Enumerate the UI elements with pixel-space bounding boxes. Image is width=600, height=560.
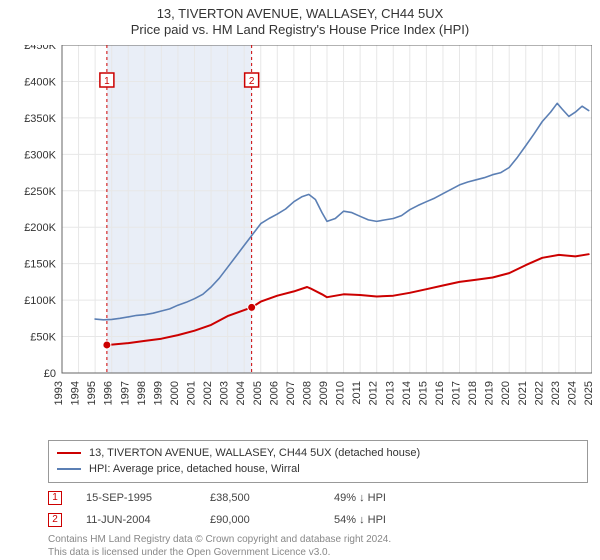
x-tick-label: 2023: [550, 381, 562, 405]
x-tick-label: 2003: [219, 381, 231, 405]
legend-row: HPI: Average price, detached house, Wirr…: [57, 461, 579, 478]
y-tick-label: £250K: [24, 185, 56, 197]
sale-price: £90,000: [210, 514, 310, 526]
x-tick-label: 2012: [368, 381, 380, 405]
sale-date: 11-JUN-2004: [86, 514, 186, 526]
chart-container: 13, TIVERTON AVENUE, WALLASEY, CH44 5UX …: [0, 0, 600, 560]
x-tick-label: 2000: [169, 381, 181, 405]
footnote: Contains HM Land Registry data © Crown c…: [48, 533, 580, 559]
x-tick-label: 2024: [566, 381, 578, 405]
legend-swatch: [57, 452, 81, 454]
x-tick-label: 1993: [53, 381, 65, 405]
x-tick-label: 2001: [186, 381, 198, 405]
x-tick-label: 2020: [500, 381, 512, 405]
y-tick-label: £50K: [30, 331, 56, 343]
x-tick-label: 2011: [351, 381, 363, 405]
chart-title-2: Price paid vs. HM Land Registry's House …: [10, 22, 590, 38]
sale-row: 2 11-JUN-2004 £90,000 54% ↓ HPI: [48, 509, 580, 531]
x-tick-label: 2002: [202, 381, 214, 405]
x-tick-label: 2014: [401, 381, 413, 405]
sale-marker-icon: 2: [48, 513, 62, 527]
line-chart-svg: £0 £50K £100K £150K £200K £250K £300K £350K £400…: [10, 45, 592, 429]
sale-marker-label: 2: [249, 76, 255, 87]
x-tick-label: 1995: [86, 381, 98, 405]
y-tick-label: £0: [44, 368, 56, 380]
x-tick-label: 1998: [136, 381, 148, 405]
x-tick-label: 1999: [152, 381, 164, 405]
y-tick-label: £400K: [24, 76, 56, 88]
x-tick-label: 2022: [533, 381, 545, 405]
x-tick-label: 2021: [517, 381, 529, 405]
chart-plot-area: £0 £50K £100K £150K £200K £250K £300K £350K £400…: [10, 45, 590, 434]
x-tick-label: 2008: [301, 381, 313, 405]
x-tick-label: 1994: [70, 381, 82, 405]
chart-title-1: 13, TIVERTON AVENUE, WALLASEY, CH44 5UX: [10, 6, 590, 22]
x-tick-label: 2019: [484, 381, 496, 405]
x-tick-label: 2025: [583, 381, 592, 405]
sale-row: 1 15-SEP-1995 £38,500 49% ↓ HPI: [48, 487, 580, 509]
legend-box: 13, TIVERTON AVENUE, WALLASEY, CH44 5UX …: [48, 440, 588, 483]
x-tick-label: 2005: [252, 381, 264, 405]
legend-swatch: [57, 468, 81, 470]
sales-table: 1 15-SEP-1995 £38,500 49% ↓ HPI 2 11-JUN-2004…: [48, 487, 580, 531]
sale-date: 15-SEP-1995: [86, 492, 186, 504]
sale-hpi: 54% ↓ HPI: [334, 514, 434, 526]
y-tick-label: £350K: [24, 112, 56, 124]
legend-label: 13, TIVERTON AVENUE, WALLASEY, CH44 5UX …: [89, 445, 420, 462]
x-tick-label: 2015: [417, 381, 429, 405]
sale-price: £38,500: [210, 492, 310, 504]
y-tick-label: £100K: [24, 295, 56, 307]
sale-marker-label: 1: [104, 76, 110, 87]
y-tick-label: £150K: [24, 258, 56, 270]
x-tick-label: 2009: [318, 381, 330, 405]
legend-label: HPI: Average price, detached house, Wirr…: [89, 461, 300, 478]
x-tick-label: 2004: [235, 381, 247, 405]
y-tick-label: £450K: [24, 45, 56, 52]
x-tick-label: 2007: [285, 381, 297, 405]
x-tick-label: 2006: [268, 381, 280, 405]
x-tick-label: 2010: [335, 381, 347, 405]
legend-row: 13, TIVERTON AVENUE, WALLASEY, CH44 5UX …: [57, 445, 579, 462]
y-tick-label: £300K: [24, 149, 56, 161]
x-tick-label: 2013: [384, 381, 396, 405]
y-tick-label: £200K: [24, 222, 56, 234]
footnote-line-1: Contains HM Land Registry data © Crown c…: [48, 533, 580, 546]
sale-hpi: 49% ↓ HPI: [334, 492, 434, 504]
x-tick-label: 2018: [467, 381, 479, 405]
sale-marker-icon: 1: [48, 491, 62, 505]
x-tick-label: 1996: [103, 381, 115, 405]
footnote-line-2: This data is licensed under the Open Gov…: [48, 546, 580, 559]
x-tick-label: 1997: [119, 381, 131, 405]
x-tick-label: 2016: [434, 381, 446, 405]
x-tick-label: 2017: [451, 381, 463, 405]
